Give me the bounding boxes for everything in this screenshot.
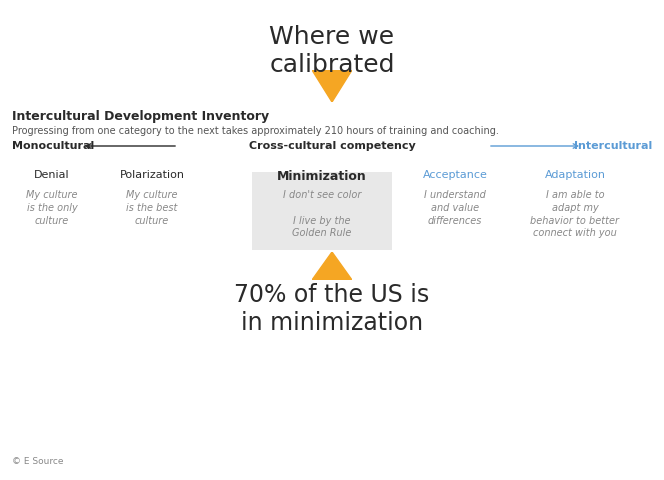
- Text: Acceptance: Acceptance: [422, 170, 487, 180]
- Polygon shape: [312, 70, 352, 102]
- FancyBboxPatch shape: [252, 172, 392, 250]
- Text: My culture
is the only
culture: My culture is the only culture: [27, 190, 78, 226]
- Text: Cross-cultural competency: Cross-cultural competency: [248, 141, 416, 151]
- Text: 70% of the US is
in minimization: 70% of the US is in minimization: [234, 283, 430, 335]
- Text: My culture
is the best
culture: My culture is the best culture: [126, 190, 178, 226]
- Text: I understand
and value
differences: I understand and value differences: [424, 190, 486, 226]
- Text: Denial: Denial: [34, 170, 70, 180]
- Text: Minimization: Minimization: [277, 170, 367, 183]
- Text: Where we
calibrated: Where we calibrated: [269, 25, 395, 77]
- Polygon shape: [312, 252, 352, 280]
- Text: Polarization: Polarization: [120, 170, 185, 180]
- Text: I am able to
adapt my
behavior to better
connect with you: I am able to adapt my behavior to better…: [531, 190, 620, 239]
- Text: Progressing from one category to the next takes approximately 210 hours of train: Progressing from one category to the nex…: [12, 126, 499, 136]
- Text: Monocultural: Monocultural: [12, 141, 94, 151]
- Text: © E Source: © E Source: [12, 457, 64, 466]
- Text: Intercultural: Intercultural: [574, 141, 652, 151]
- Text: Adaptation: Adaptation: [544, 170, 606, 180]
- Text: Intercultural Development Inventory: Intercultural Development Inventory: [12, 110, 269, 123]
- Text: I don't see color

I live by the
Golden Rule: I don't see color I live by the Golden R…: [283, 190, 361, 239]
